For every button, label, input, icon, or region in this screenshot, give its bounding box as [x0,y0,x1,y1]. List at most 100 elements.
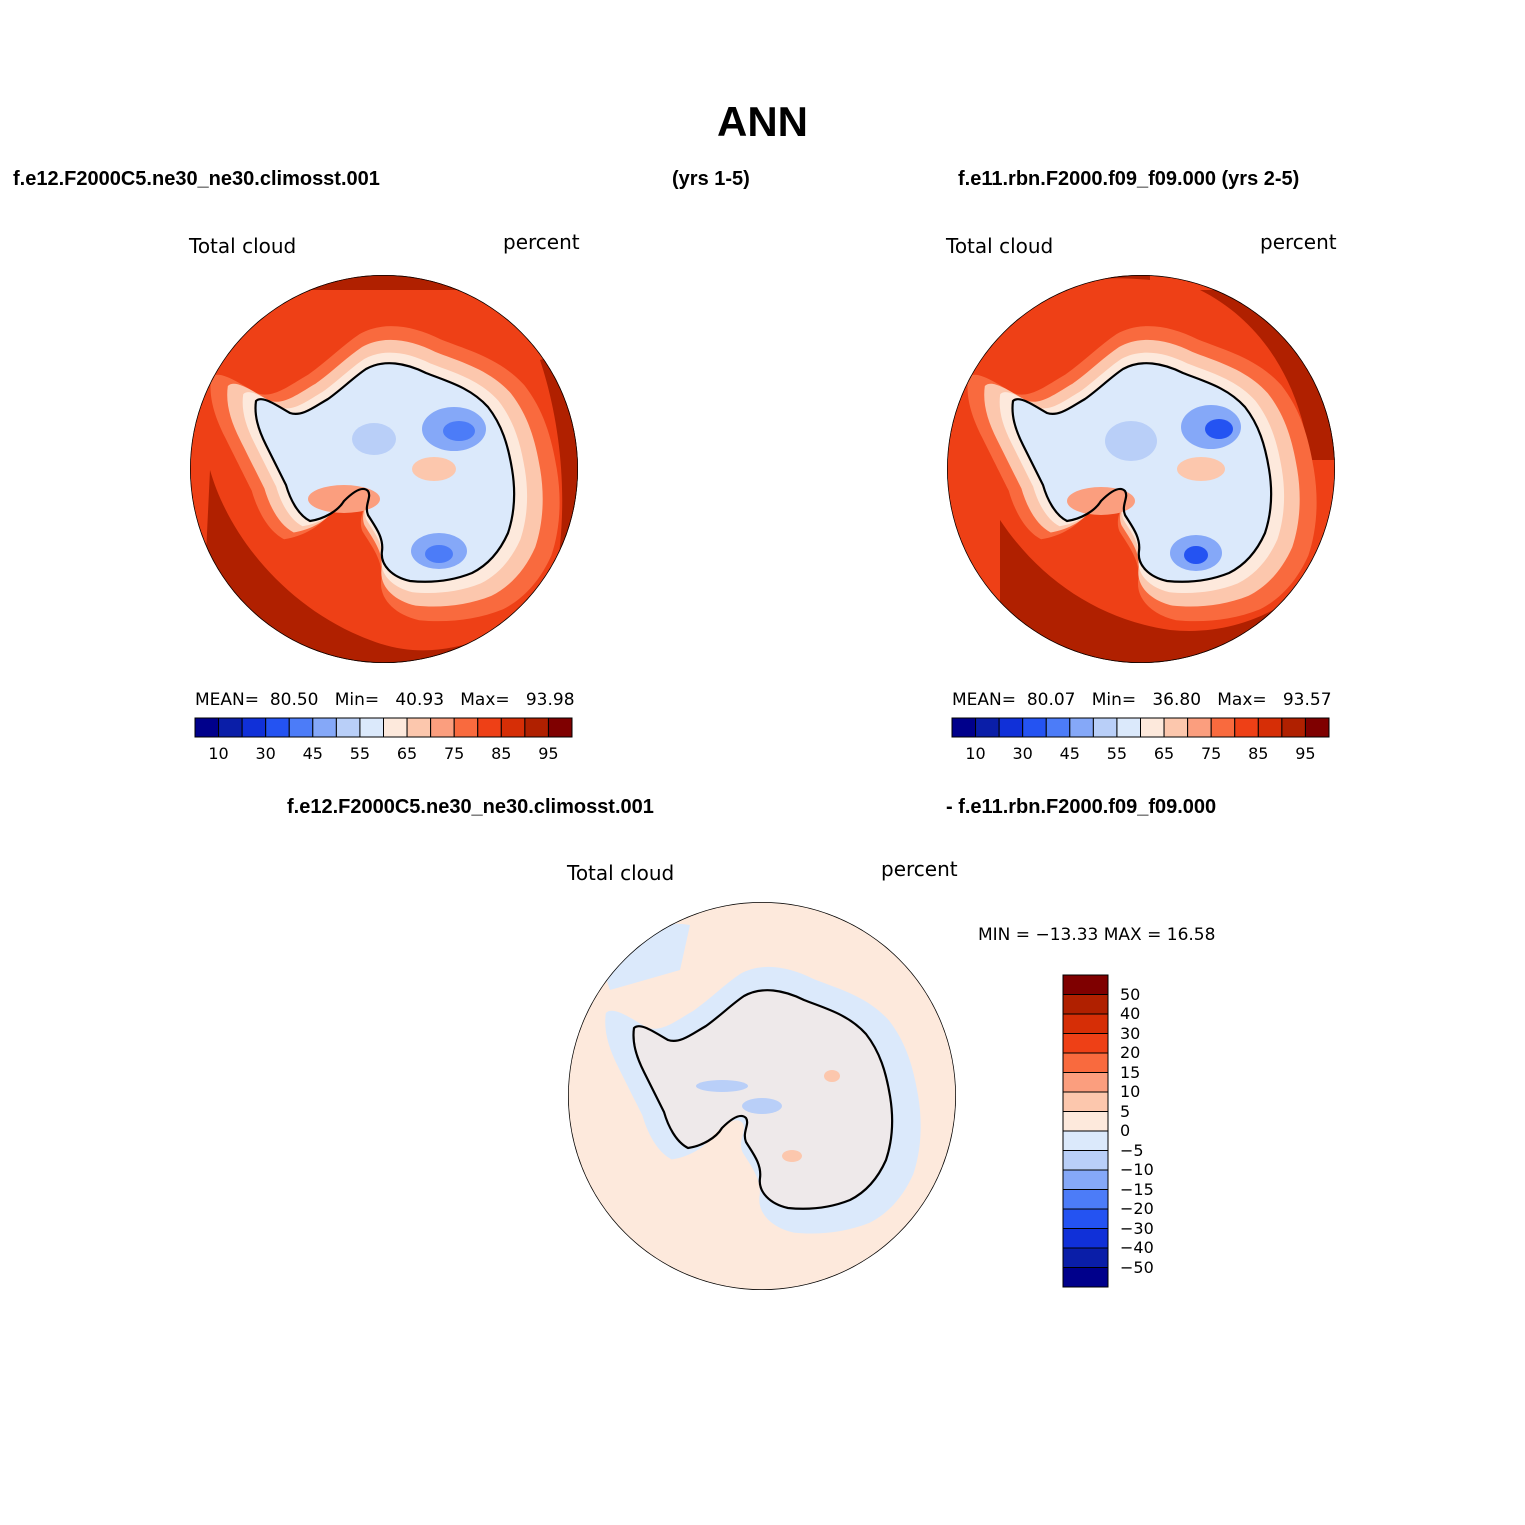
panel1-colorbar-swatch [477,717,502,738]
diff-colorbar-tick-label: −10 [1120,1160,1154,1179]
panel1-colorbar-swatch [430,717,455,738]
panel1-colorbar-swatch [335,717,361,738]
diff-colorbar-tick-label: 20 [1120,1043,1141,1062]
diff-case2-header: - f.e11.rbn.F2000.f09_f09.000 [946,796,1217,818]
panel1-colorbar-tick-label: 55 [349,744,371,763]
panel1-colorbar-tick-label: 95 [538,744,559,763]
panel1-colorbar-tick-label: 85 [491,744,512,763]
diff-colorbar-swatch [1062,1228,1109,1249]
panel2-colorbar-swatch [1234,717,1259,738]
panel1-colorbar-tick-label: 10 [208,744,229,763]
panel1-max-value: 93.98 [525,690,575,710]
panel2-colorbar-swatch [1281,717,1306,738]
panel2-colorbar-swatch [1257,717,1283,738]
panel1-colorbar-swatch [312,717,337,738]
panel2-mean-label: MEAN= [952,690,1016,710]
diff-colorbar-swatch [1062,994,1109,1015]
panel2-colorbar-tick-label: 65 [1153,744,1175,763]
panel2-colorbar-swatch [1140,717,1165,738]
panel2-units-label: percent [1260,230,1337,254]
panel2-colorbar-swatch [1116,717,1141,738]
panel1-colorbar [194,717,573,738]
panel2-colorbar-tick-label: 45 [1059,744,1080,763]
panel2-max-value: 93.57 [1282,690,1332,710]
panel2-colorbar-tick-label: 75 [1201,744,1222,763]
diff-colorbar-swatch [1062,1052,1109,1073]
panel2-min-value: 36.80 [1152,690,1202,710]
diff-case1-header: f.e12.F2000C5.ne30_ne30.climosst.001 [287,796,654,818]
diff-colorbar-swatch [1062,1267,1109,1288]
diff-map [568,902,956,1290]
panel2-colorbar-tick-label: 30 [1012,744,1033,763]
diff-colorbar-tick-label: −40 [1120,1238,1154,1257]
diff-colorbar-swatch [1062,1247,1109,1268]
panel2-min-label: Min= [1091,690,1137,710]
panel2-colorbar-swatch [1045,717,1071,738]
case1-header: f.e12.F2000C5.ne30_ne30.climosst.001 [13,168,380,190]
diff-colorbar-tick-label: 30 [1120,1023,1141,1043]
panel2-colorbar-swatch [975,717,1000,738]
diff-colorbar-swatch [1062,1150,1109,1171]
panel2-variable-label: Total cloud [946,234,1054,258]
panel1-map [190,275,578,663]
case2-header: f.e11.rbn.F2000.f09_f09.000 (yrs 2-5) [958,168,1300,190]
panel2-colorbar-swatch [1187,717,1212,738]
panel1-colorbar-swatch [288,717,314,738]
panel1-colorbar-tick-label: 65 [396,744,418,763]
panel2-map [947,275,1335,663]
diff-colorbar-swatch [1062,1072,1109,1093]
diff-colorbar-swatch [1062,1169,1109,1190]
figure-title: ANN [717,98,808,145]
panel2-colorbar-swatch [998,717,1024,738]
panel1-colorbar-swatch [406,717,432,738]
diff-colorbar-tick-label: −20 [1120,1199,1154,1218]
panel1-colorbar-swatch [524,717,549,738]
panel2-colorbar-tick-label: 55 [1106,744,1128,763]
diff-colorbar-swatch [1062,1033,1109,1054]
panel1-colorbar-swatch [218,717,243,738]
diff-units-label: percent [881,857,958,881]
diff-colorbar-tick-label: 40 [1120,1004,1141,1023]
panel2-colorbar-tick-label: 10 [965,744,986,763]
panel1-colorbar-swatch [359,717,384,738]
panel1-mean-label: MEAN= [195,690,259,710]
panel1-colorbar-swatch [383,717,408,738]
diff-minmax: MIN = −13.33 MAX = 16.58 [978,925,1216,945]
panel1-units-label: percent [503,230,580,254]
panel1-colorbar-tick-label: 30 [255,744,276,763]
diff-colorbar-tick-label: 5 [1120,1101,1131,1121]
diff-colorbar-swatch [1062,1013,1109,1034]
diff-colorbar-swatch [1062,1189,1109,1210]
panel2-colorbar-swatch [1163,717,1189,738]
panel1-colorbar-tick-label: 45 [302,744,323,763]
diff-colorbar-swatch [1062,1091,1109,1112]
panel2-colorbar-swatch [951,717,977,738]
diff-colorbar-tick-label: −15 [1120,1179,1154,1199]
diff-variable-label: Total cloud [567,861,675,885]
panel2-colorbar [951,717,1330,738]
panel1-max-label: Max= [460,690,510,710]
panel1-colorbar-tick-label: 75 [444,744,465,763]
panel1-colorbar-swatch [265,717,290,738]
panel1-stats: MEAN= 80.50 Min= 40.93 Max= 93.98 [195,690,575,710]
diff-colorbar-tick-label: 50 [1120,984,1141,1004]
panel2-colorbar-tick-label: 85 [1248,744,1269,763]
diff-colorbar-swatch [1062,1111,1109,1132]
diff-colorbar-swatch [1062,974,1109,995]
panel1-variable-label: Total cloud [189,234,297,258]
panel1-colorbar-swatch [547,717,573,738]
diff-colorbar-tick-label: 15 [1120,1062,1141,1082]
years-header: (yrs 1-5) [672,168,750,190]
diff-colorbar-tick-label: −30 [1120,1218,1154,1238]
panel1-colorbar-swatch [241,717,267,738]
panel2-stats: MEAN= 80.07 Min= 36.80 Max= 93.57 [952,690,1332,710]
panel2-colorbar-swatch [1022,717,1047,738]
panel2-mean-value: 80.07 [1026,690,1076,710]
panel1-colorbar-swatch [453,717,479,738]
diff-colorbar-tick-label: 10 [1120,1082,1141,1101]
panel2-max-label: Max= [1217,690,1267,710]
diff-colorbar-tick-label: 0 [1120,1121,1131,1140]
diff-colorbar-tick-label: −50 [1120,1257,1154,1277]
diff-colorbar-swatch [1062,1208,1109,1229]
